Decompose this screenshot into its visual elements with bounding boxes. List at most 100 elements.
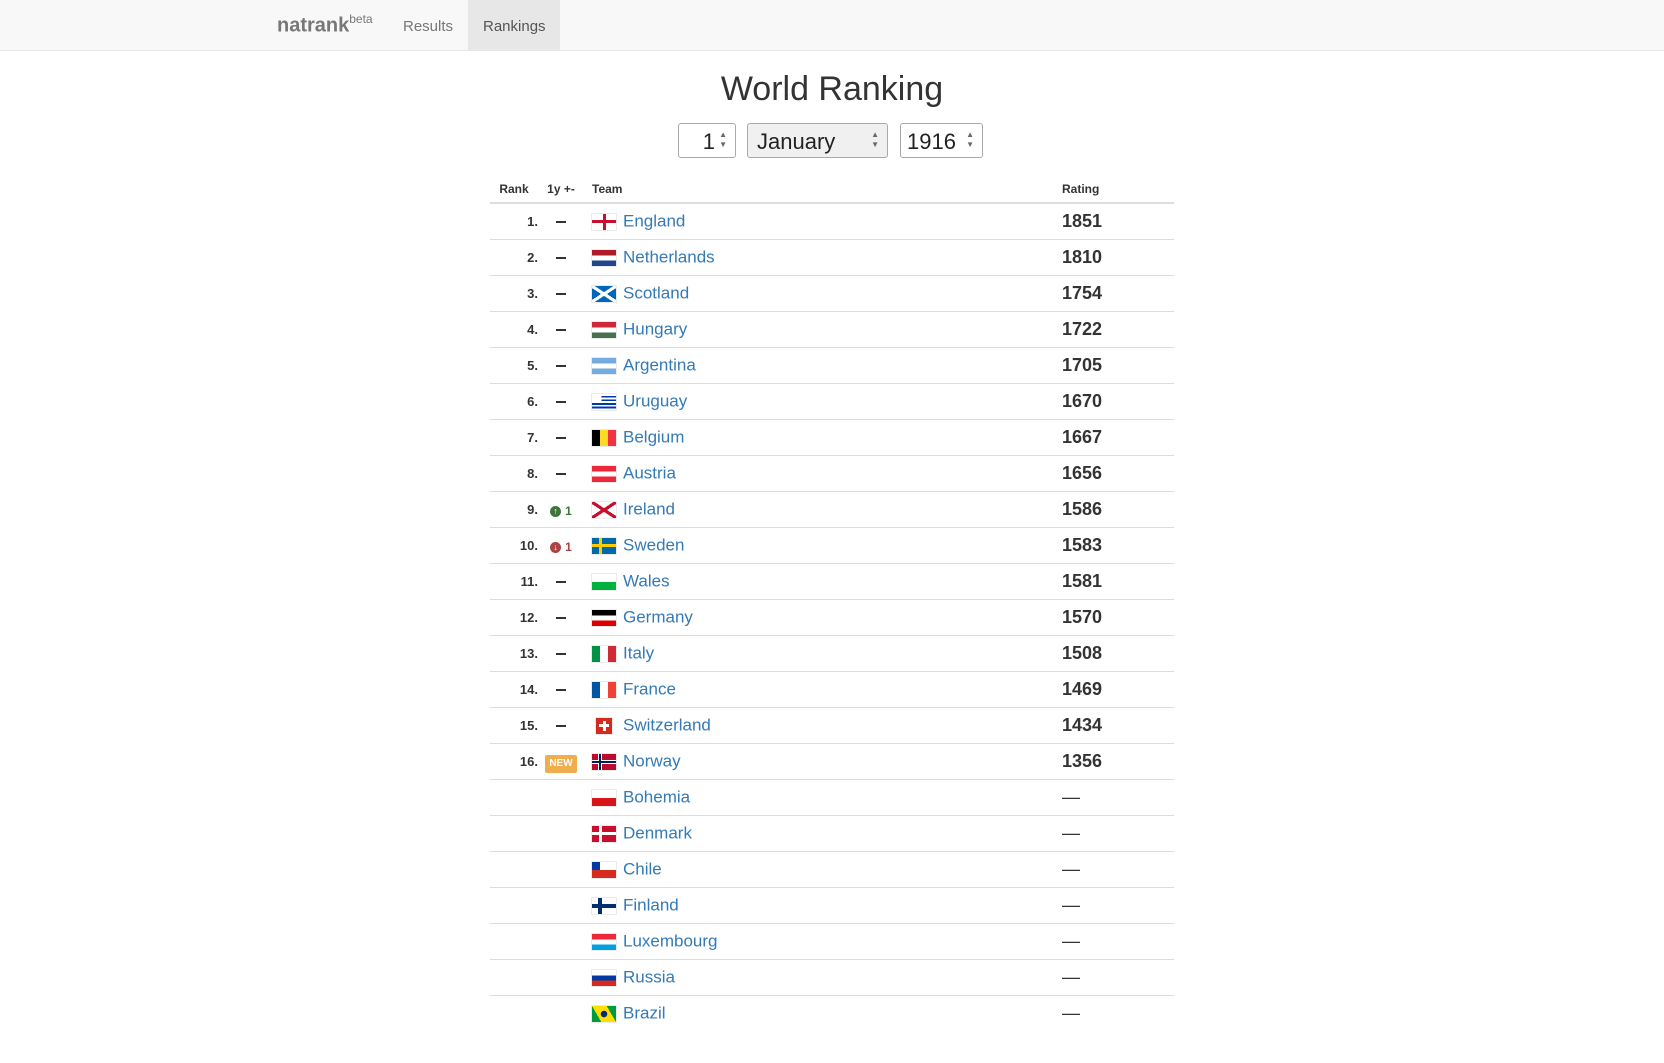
year-spinner[interactable]: 1916 ▲ ▼ xyxy=(900,123,983,158)
rating-cell: — xyxy=(1062,923,1174,960)
team-link[interactable]: Italy xyxy=(623,643,655,663)
no-change-dash xyxy=(556,256,566,259)
team-link[interactable]: Chile xyxy=(623,859,662,879)
rating-cell: — xyxy=(1062,851,1174,888)
new-badge: NEW xyxy=(545,754,577,773)
header-change[interactable]: 1y +- xyxy=(538,176,584,204)
team-link[interactable]: Scotland xyxy=(623,283,690,303)
team-cell: Denmark xyxy=(584,815,1062,852)
team-link[interactable]: Bohemia xyxy=(623,787,691,807)
rank-cell: 10. xyxy=(490,527,538,564)
change-cell xyxy=(538,851,584,888)
team-link[interactable]: Luxembourg xyxy=(623,931,718,951)
rating-cell: 1469 xyxy=(1062,671,1174,708)
table-row: Denmark — xyxy=(490,815,1174,852)
change-value: 1 xyxy=(565,503,572,518)
rank-cell: 9. xyxy=(490,491,538,528)
rank-cell: 5. xyxy=(490,347,538,384)
rank-up-indicator: ↑ 1 xyxy=(550,504,572,518)
header-rating[interactable]: Rating xyxy=(1062,176,1174,204)
flag-england-icon xyxy=(592,213,616,230)
flag-russia-icon xyxy=(592,969,616,986)
team-link[interactable]: Germany xyxy=(623,607,693,627)
header-team[interactable]: Team xyxy=(584,176,1062,204)
team-cell: Russia xyxy=(584,959,1062,996)
team-link[interactable]: Sweden xyxy=(623,535,685,555)
brand-beta: beta xyxy=(349,12,373,26)
team-cell: Sweden xyxy=(584,527,1062,564)
team-link[interactable]: Finland xyxy=(623,895,679,915)
team-link[interactable]: Austria xyxy=(623,463,676,483)
team-link[interactable]: Denmark xyxy=(623,823,692,843)
team-cell: Austria xyxy=(584,455,1062,492)
rank-cell xyxy=(490,779,538,816)
day-spinner[interactable]: 1 ▲ ▼ xyxy=(678,123,736,158)
ranking-table: Rank 1y +- Team Rating 1. England 1851 2. Ne… xyxy=(490,176,1174,1031)
flag-switzerland-icon xyxy=(596,717,612,734)
brand-logo[interactable]: natrankbeta xyxy=(277,12,373,38)
rank-cell: 2. xyxy=(490,239,538,276)
select-arrows-icon: ▲ ▼ xyxy=(871,130,879,149)
team-link[interactable]: France xyxy=(623,679,676,699)
rank-cell: 3. xyxy=(490,275,538,312)
rank-cell xyxy=(490,959,538,996)
change-cell xyxy=(538,923,584,960)
table-row: Brazil — xyxy=(490,995,1174,1031)
rank-cell: 8. xyxy=(490,455,538,492)
team-cell: Luxembourg xyxy=(584,923,1062,960)
table-row: 9. ↑ 1 Ireland 1586 xyxy=(490,491,1174,528)
header-rank[interactable]: Rank xyxy=(490,176,538,204)
change-cell xyxy=(538,347,584,384)
month-value: January xyxy=(757,129,836,154)
flag-ireland-icon xyxy=(592,501,616,518)
change-cell xyxy=(538,995,584,1031)
month-select[interactable]: January ▲ ▼ xyxy=(747,123,888,158)
spinner-arrows-icon[interactable]: ▲ ▼ xyxy=(966,130,974,149)
flag-denmark-icon xyxy=(592,825,616,842)
team-link[interactable]: Brazil xyxy=(623,1003,666,1023)
no-change-dash xyxy=(556,472,566,475)
table-row: 3. Scotland 1754 xyxy=(490,275,1174,312)
rating-cell: 1434 xyxy=(1062,707,1174,744)
year-value: 1916 xyxy=(907,129,956,154)
flag-chile-icon xyxy=(592,861,616,878)
rating-cell: 1851 xyxy=(1062,211,1103,231)
rating-cell: 1508 xyxy=(1062,635,1174,672)
team-link[interactable]: Switzerland xyxy=(623,715,711,735)
team-link[interactable]: Hungary xyxy=(623,319,688,339)
nav-results[interactable]: Results xyxy=(403,18,454,35)
rank-cell xyxy=(490,815,538,852)
table-row: 1. England 1851 xyxy=(490,203,1174,240)
page-title: World Ranking xyxy=(720,70,944,108)
table-row: 12. Germany 1570 xyxy=(490,599,1174,636)
table-row: 8. Austria 1656 xyxy=(490,455,1174,492)
rating-cell: 1356 xyxy=(1062,743,1174,780)
rank-cell: 1. xyxy=(527,214,538,229)
change-cell xyxy=(538,887,584,924)
table-row: 5. Argentina 1705 xyxy=(490,347,1174,384)
team-link[interactable]: Norway xyxy=(623,751,681,771)
rank-cell: 6. xyxy=(490,383,538,420)
change-cell xyxy=(538,563,584,600)
rank-cell: 13. xyxy=(490,635,538,672)
no-change-dash xyxy=(556,688,566,691)
team-cell: Netherlands xyxy=(584,239,1062,276)
team-link[interactable]: Uruguay xyxy=(623,391,688,411)
flag-luxembourg-icon xyxy=(592,933,616,950)
table-row: Finland — xyxy=(490,887,1174,924)
team-cell: Bohemia xyxy=(584,779,1062,816)
team-cell: Argentina xyxy=(584,347,1062,384)
team-link[interactable]: Ireland xyxy=(623,499,675,519)
team-link[interactable]: Argentina xyxy=(623,355,696,375)
no-change-dash xyxy=(556,364,566,367)
nav-rankings[interactable]: Rankings xyxy=(468,0,560,50)
team-link[interactable]: Belgium xyxy=(623,427,685,447)
team-link[interactable]: Netherlands xyxy=(623,247,715,267)
team-link[interactable]: Wales xyxy=(623,571,670,591)
no-change-dash xyxy=(556,220,566,223)
rank-cell: 12. xyxy=(490,599,538,636)
team-link[interactable]: England xyxy=(623,211,686,231)
team-cell: Ireland xyxy=(584,491,1062,528)
team-link[interactable]: Russia xyxy=(623,967,675,987)
spinner-arrows-icon[interactable]: ▲ ▼ xyxy=(719,130,727,149)
